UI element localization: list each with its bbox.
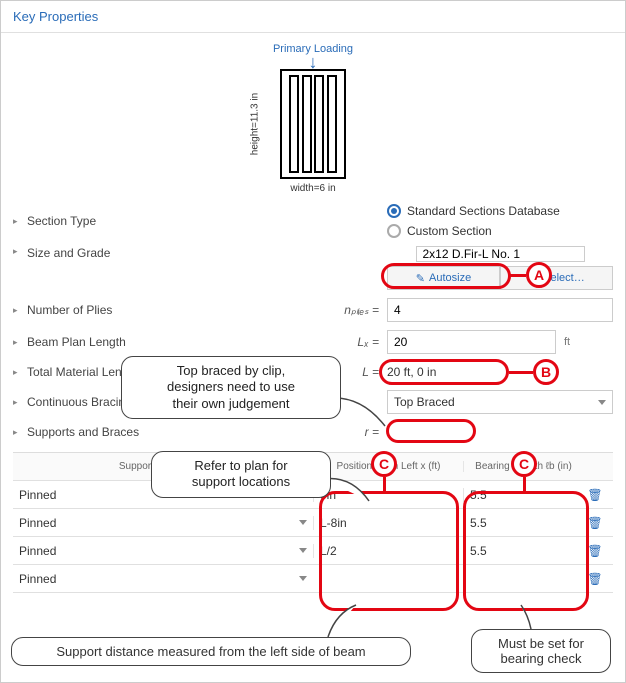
plan-length-input[interactable]	[387, 330, 556, 354]
table-row: PinnedL-8in5.5 🗑	[13, 509, 613, 537]
height-label: height=11.3 in	[250, 93, 261, 155]
annot-badge-b: B	[533, 359, 559, 385]
select-button[interactable]: ▼ Select…	[500, 266, 613, 290]
panel-title: Key Properties	[1, 1, 625, 33]
delete-row-button[interactable]: 🗑	[583, 488, 607, 502]
support-pos-cell[interactable]: L-8in	[313, 516, 463, 530]
support-pos-cell[interactable]: L/2	[313, 544, 463, 558]
plan-length-row: ▸ Beam Plan Length Lₓ = ft	[1, 326, 625, 358]
size-grade-label: Size and Grade	[27, 246, 327, 260]
table-row: PinnedL/25.5 🗑	[13, 537, 613, 565]
plies-label: Number of Plies	[27, 303, 327, 317]
footnote-left: Support distance measured from the left …	[11, 637, 411, 666]
chevron-down-icon	[598, 400, 606, 405]
chevron-right-icon[interactable]: ▸	[13, 337, 21, 348]
chevron-right-icon[interactable]: ▸	[13, 305, 21, 316]
radio-custom[interactable]: Custom Section	[387, 224, 492, 238]
plan-length-symbol: Lₓ =	[327, 335, 387, 349]
support-brg-cell[interactable]: 5.5	[463, 516, 583, 530]
wand-icon: ✎	[416, 272, 425, 285]
trash-icon: 🗑	[587, 572, 602, 586]
delete-row-button[interactable]: 🗑	[583, 572, 607, 586]
annot-line-b	[509, 371, 533, 374]
chevron-down-icon	[299, 576, 307, 581]
table-row: Pinned 🗑	[13, 565, 613, 593]
annot-badge-a: A	[526, 262, 552, 288]
plan-length-label: Beam Plan Length	[27, 335, 327, 349]
support-type-cell[interactable]: Pinned	[13, 572, 313, 586]
callout-bracing: Top braced by clip,designers need to use…	[121, 356, 341, 419]
load-arrow-icon: ↓	[309, 57, 318, 67]
chevron-down-icon	[299, 548, 307, 553]
autosize-button[interactable]: ✎ Autosize	[387, 266, 500, 290]
trash-icon: 🗑	[587, 516, 602, 530]
annot-vline-c1	[383, 477, 386, 491]
chevron-right-icon[interactable]: ▸	[13, 367, 21, 378]
trash-icon: 🗑	[587, 488, 602, 502]
section-diagram: Primary Loading ↓ height=11.3 in width=6…	[1, 33, 625, 200]
trash-icon: 🗑	[587, 544, 602, 558]
radio-standard-label: Standard Sections Database	[407, 204, 560, 218]
annot-badge-c1: C	[371, 451, 397, 477]
support-type-cell[interactable]: Pinned	[13, 516, 313, 530]
annot-vline-c2	[523, 477, 526, 491]
radio-standard[interactable]: Standard Sections Database	[387, 204, 560, 218]
radio-custom-label: Custom Section	[407, 224, 492, 238]
annot-line-a	[509, 274, 526, 277]
chevron-right-icon[interactable]: ▸	[13, 246, 21, 257]
chevron-right-icon[interactable]: ▸	[13, 427, 21, 438]
plies-row: ▸ Number of Plies nₚₗᵢₑₛ =	[1, 294, 625, 326]
delete-row-button[interactable]: 🗑	[583, 544, 607, 558]
size-grade-input[interactable]	[416, 246, 585, 262]
support-pos-cell[interactable]: 8in	[313, 488, 463, 502]
bracing-select[interactable]: Top Braced	[387, 390, 613, 414]
cross-section: height=11.3 in	[280, 69, 346, 179]
supports-row: ▸ Supports and Braces r =	[1, 418, 625, 446]
plies-symbol: nₚₗᵢₑₛ =	[327, 303, 387, 317]
chevron-down-icon	[299, 520, 307, 525]
section-type-row: ▸ Section Type Standard Sections Databas…	[1, 200, 625, 242]
annot-badge-c2: C	[511, 451, 537, 477]
material-length-value: 20 ft, 0 in	[387, 365, 436, 379]
supports-symbol: r =	[327, 425, 387, 439]
plies-input[interactable]	[387, 298, 613, 322]
callout-supports: Refer to plan forsupport locations	[151, 451, 331, 498]
section-type-label: Section Type	[27, 214, 327, 228]
bracing-value: Top Braced	[394, 395, 455, 409]
supports-label: Supports and Braces	[27, 425, 327, 439]
support-brg-cell[interactable]: 5.5	[463, 544, 583, 558]
width-label: width=6 in	[290, 183, 335, 194]
chevron-right-icon[interactable]: ▸	[13, 397, 21, 408]
delete-row-button[interactable]: 🗑	[583, 516, 607, 530]
footnote-right: Must be set forbearing check	[471, 629, 611, 673]
plan-length-unit: ft	[564, 336, 570, 348]
support-type-cell[interactable]: Pinned	[13, 544, 313, 558]
chevron-right-icon[interactable]: ▸	[13, 216, 21, 227]
